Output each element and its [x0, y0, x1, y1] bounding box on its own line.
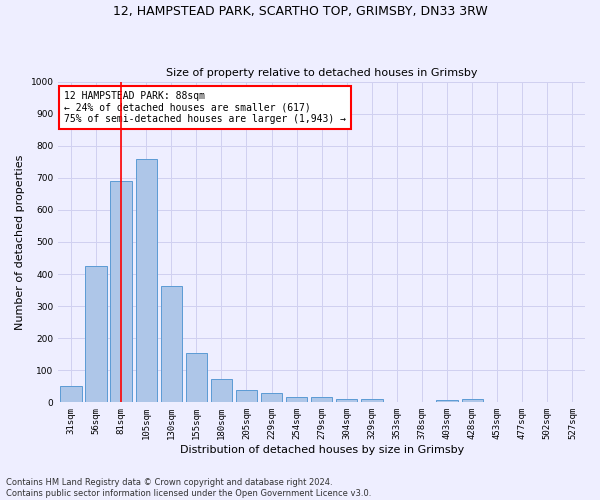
- Bar: [60, 386, 82, 402]
- Bar: [161, 286, 182, 403]
- X-axis label: Distribution of detached houses by size in Grimsby: Distribution of detached houses by size …: [179, 445, 464, 455]
- Bar: [361, 399, 383, 402]
- Bar: [311, 396, 332, 402]
- Bar: [110, 181, 132, 402]
- Y-axis label: Number of detached properties: Number of detached properties: [15, 154, 25, 330]
- Bar: [136, 158, 157, 402]
- Text: 12 HAMPSTEAD PARK: 88sqm
← 24% of detached houses are smaller (617)
75% of semi-: 12 HAMPSTEAD PARK: 88sqm ← 24% of detach…: [64, 91, 346, 124]
- Bar: [286, 396, 307, 402]
- Bar: [461, 399, 483, 402]
- Bar: [436, 400, 458, 402]
- Bar: [236, 390, 257, 402]
- Bar: [85, 266, 107, 402]
- Text: 12, HAMPSTEAD PARK, SCARTHO TOP, GRIMSBY, DN33 3RW: 12, HAMPSTEAD PARK, SCARTHO TOP, GRIMSBY…: [113, 5, 487, 18]
- Text: Contains HM Land Registry data © Crown copyright and database right 2024.
Contai: Contains HM Land Registry data © Crown c…: [6, 478, 371, 498]
- Bar: [261, 394, 282, 402]
- Title: Size of property relative to detached houses in Grimsby: Size of property relative to detached ho…: [166, 68, 478, 78]
- Bar: [336, 399, 358, 402]
- Bar: [185, 352, 207, 403]
- Bar: [211, 378, 232, 402]
